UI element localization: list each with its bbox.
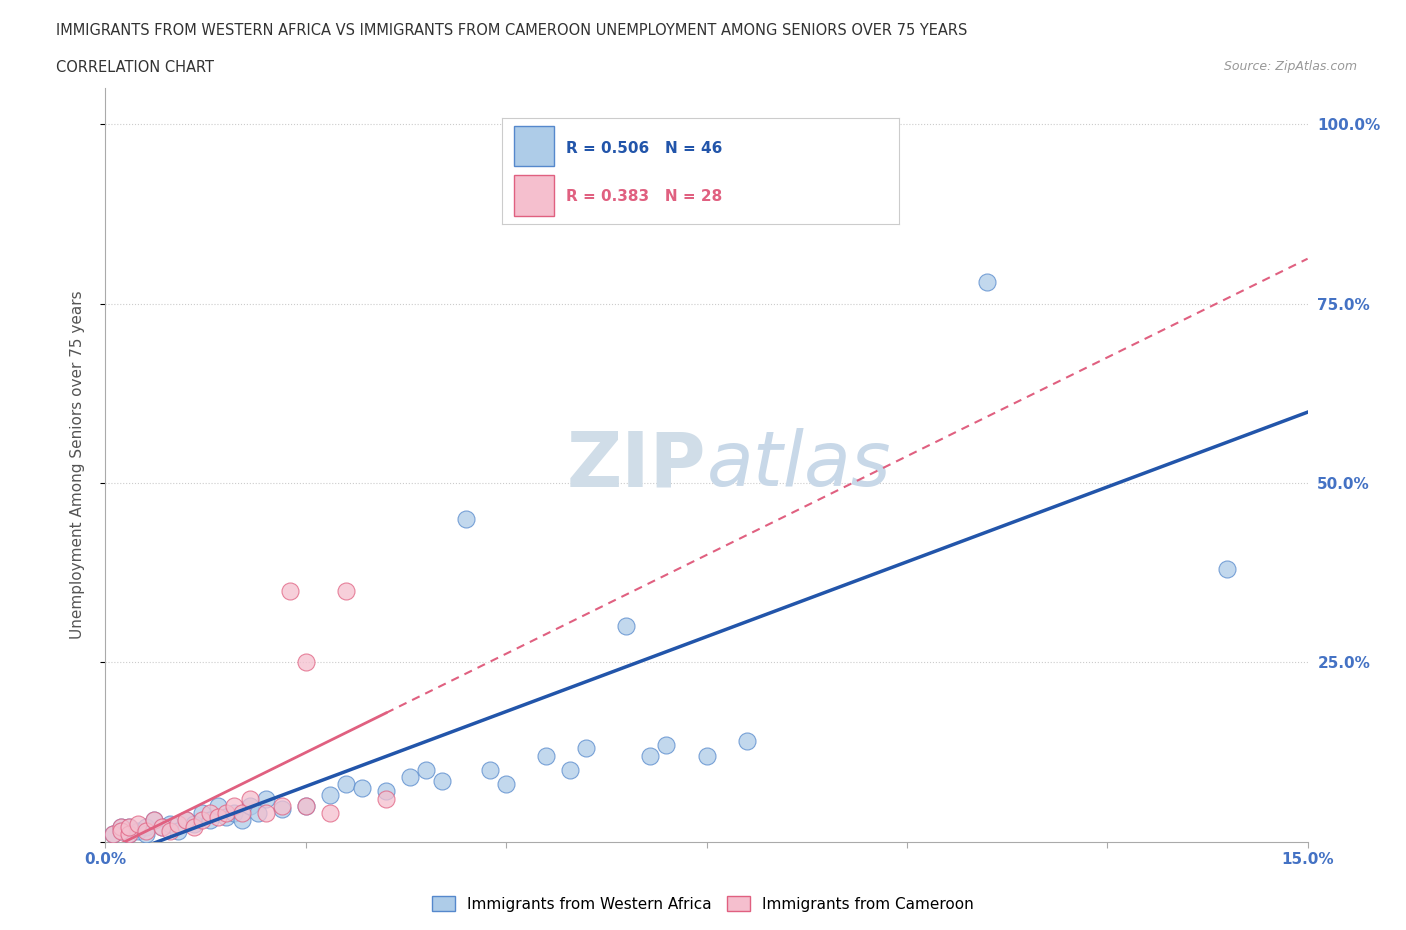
Point: [159, 823, 181, 838]
Point: [110, 823, 132, 838]
Text: atlas: atlas: [707, 428, 891, 502]
Point: [222, 798, 245, 813]
Point: [198, 805, 221, 820]
Point: [278, 583, 301, 598]
Point: [103, 827, 125, 842]
Point: [415, 763, 437, 777]
Point: [207, 798, 229, 813]
Point: [198, 813, 221, 828]
Point: [231, 813, 253, 828]
Text: ZIP: ZIP: [567, 428, 707, 502]
Point: [295, 798, 318, 813]
Point: [295, 798, 318, 813]
Point: [118, 820, 141, 835]
Point: [374, 784, 398, 799]
Point: [222, 805, 245, 820]
Point: [374, 791, 398, 806]
Point: [118, 827, 141, 842]
Point: [150, 820, 173, 835]
Point: [575, 741, 598, 756]
Legend: Immigrants from Western Africa, Immigrants from Cameroon: Immigrants from Western Africa, Immigran…: [426, 890, 980, 918]
Point: [135, 827, 157, 842]
Point: [110, 820, 132, 835]
Point: [231, 805, 253, 820]
Point: [350, 780, 373, 795]
Point: [254, 805, 277, 820]
Point: [335, 777, 357, 791]
Point: [135, 823, 157, 838]
Point: [127, 817, 149, 831]
Point: [430, 773, 453, 788]
Point: [254, 791, 277, 806]
Point: [239, 791, 262, 806]
Point: [159, 817, 181, 831]
Point: [295, 655, 318, 670]
Point: [735, 734, 758, 749]
Point: [150, 820, 173, 835]
Point: [534, 748, 557, 763]
Text: IMMIGRANTS FROM WESTERN AFRICA VS IMMIGRANTS FROM CAMEROON UNEMPLOYMENT AMONG SE: IMMIGRANTS FROM WESTERN AFRICA VS IMMIGR…: [56, 23, 967, 38]
Point: [560, 763, 582, 777]
Point: [454, 512, 477, 526]
Point: [246, 805, 269, 820]
Point: [616, 619, 638, 634]
Point: [976, 274, 998, 289]
Point: [110, 820, 132, 835]
Point: [1216, 562, 1239, 577]
Point: [174, 813, 197, 828]
Point: [190, 813, 212, 828]
Text: Source: ZipAtlas.com: Source: ZipAtlas.com: [1223, 60, 1357, 73]
Point: [127, 823, 149, 838]
Point: [655, 737, 678, 752]
Point: [118, 820, 141, 835]
Point: [135, 820, 157, 835]
Point: [479, 763, 502, 777]
Y-axis label: Unemployment Among Seniors over 75 years: Unemployment Among Seniors over 75 years: [70, 291, 84, 639]
Point: [190, 805, 212, 820]
Point: [142, 813, 165, 828]
Point: [207, 809, 229, 824]
Point: [696, 748, 718, 763]
Point: [183, 820, 205, 835]
Point: [335, 583, 357, 598]
Point: [270, 798, 292, 813]
Point: [239, 798, 262, 813]
Point: [319, 788, 342, 803]
Point: [103, 827, 125, 842]
Point: [118, 827, 141, 842]
Point: [319, 805, 342, 820]
Point: [110, 823, 132, 838]
Point: [270, 802, 292, 817]
Point: [214, 805, 236, 820]
Point: [142, 813, 165, 828]
Point: [495, 777, 517, 791]
Point: [855, 203, 877, 218]
Point: [214, 809, 236, 824]
Point: [166, 823, 188, 838]
Point: [166, 817, 188, 831]
Point: [174, 813, 197, 828]
Point: [399, 770, 422, 785]
Point: [183, 817, 205, 831]
Point: [640, 748, 662, 763]
Text: CORRELATION CHART: CORRELATION CHART: [56, 60, 214, 75]
